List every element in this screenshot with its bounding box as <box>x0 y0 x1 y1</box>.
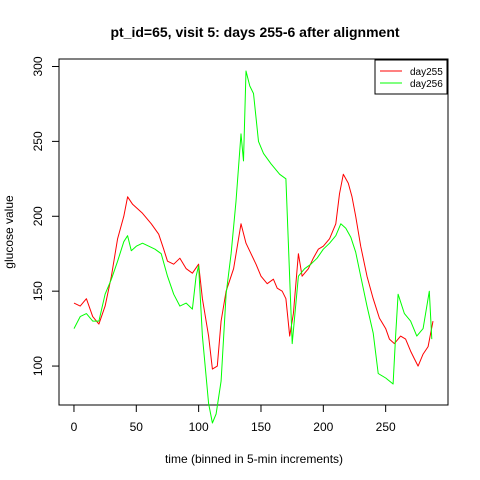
legend-label-day256: day256 <box>410 79 443 90</box>
legend-label-day255: day255 <box>410 67 443 78</box>
y-tick-label: 150 <box>31 281 45 301</box>
y-axis-label: glucose value <box>2 195 16 269</box>
legend: day255 day256 <box>375 60 447 94</box>
y-tick-label: 100 <box>31 356 45 376</box>
x-tick-label: 50 <box>130 420 144 434</box>
x-tick-label: 200 <box>313 420 333 434</box>
chart-title: pt_id=65, visit 5: days 255-6 after alig… <box>110 24 399 40</box>
x-tick-label: 100 <box>189 420 209 434</box>
x-axis-label: time (binned in 5-min increments) <box>165 452 343 466</box>
y-tick-label: 300 <box>31 56 45 76</box>
x-tick-label: 150 <box>251 420 271 434</box>
x-tick-label: 0 <box>71 420 78 434</box>
y-tick-label: 200 <box>31 206 45 226</box>
x-tick-label: 250 <box>376 420 396 434</box>
y-tick-label: 250 <box>31 131 45 151</box>
